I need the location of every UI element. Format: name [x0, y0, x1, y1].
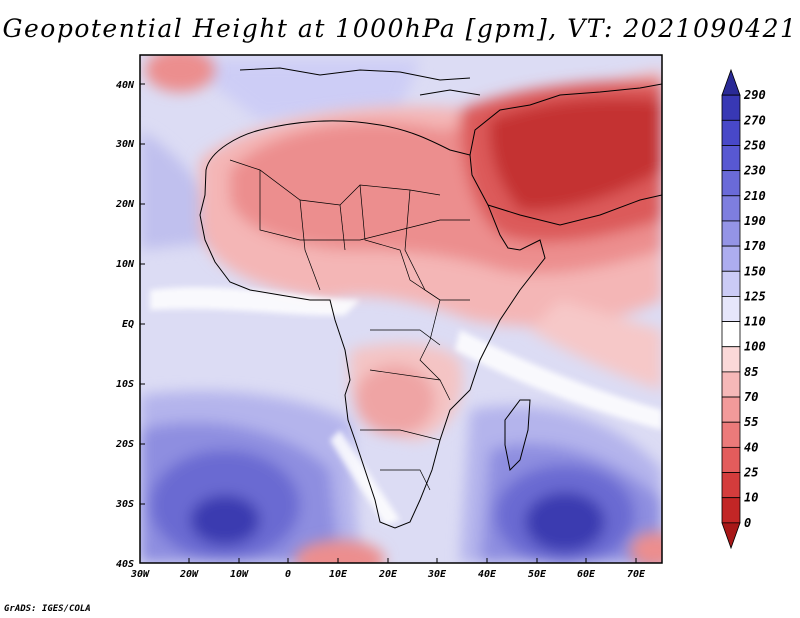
lon-axis: 30W 20W 10W 0 10E 20E 30E 40E 50E 60E 70…: [130, 558, 646, 580]
red-field: [145, 55, 662, 563]
lat-tick-40s: 40S: [116, 559, 134, 570]
colorbar-swatch: [721, 145, 741, 172]
lon-tick-40e: 40E: [478, 569, 497, 580]
colorbar-label: 150: [744, 264, 766, 278]
lon-tick-30w: 30W: [130, 569, 150, 580]
lon-tick-60e: 60E: [577, 569, 596, 580]
lat-axis: 40N 30N 20N 10N EQ 10S 20S 30S 40S: [115, 80, 145, 570]
lon-tick-50e: 50E: [528, 569, 547, 580]
colorbar-label: 40: [744, 440, 758, 454]
colorbar-label: 190: [744, 214, 766, 228]
lon-tick-10w: 10W: [230, 569, 249, 580]
colorbar-swatch: [721, 245, 741, 272]
lon-tick-70e: 70E: [627, 569, 646, 580]
colorbar-swatch: [721, 346, 741, 373]
colorbar-label: 85: [744, 365, 758, 379]
blue-field: [140, 60, 662, 563]
colorbar-swatch: [721, 371, 741, 398]
lat-tick-eq: EQ: [122, 319, 134, 330]
colorbar-label: 270: [743, 113, 766, 127]
colorbar-label: 110: [744, 315, 766, 329]
lat-tick-10n: 10N: [116, 259, 135, 270]
colorbar-swatch: [721, 270, 741, 297]
borders: [229, 159, 470, 491]
coastlines: [199, 67, 662, 529]
lat-tick-30s: 30S: [115, 499, 134, 510]
colorbar-swatch: [721, 522, 741, 550]
lon-tick-0: 0: [285, 569, 291, 580]
colorbar-swatch: [721, 119, 741, 146]
colorbar-label: 230: [743, 164, 766, 178]
colorbar-label: 250: [743, 138, 766, 152]
colorbar-swatch: [721, 421, 741, 448]
lat-tick-20n: 20N: [115, 199, 135, 210]
colorbar-label: 100: [744, 340, 766, 354]
colorbar-swatch: [721, 195, 741, 222]
credit-text: GrADS: IGES/COLA: [4, 604, 91, 614]
colorbar-swatch: [721, 296, 741, 322]
colorbar-label: 70: [744, 390, 758, 404]
colorbar-label: 55: [744, 415, 758, 429]
colorbar-swatch: [721, 220, 741, 247]
colorbar-swatch: [721, 68, 741, 96]
lat-tick-10s: 10S: [116, 379, 134, 390]
lon-tick-20e: 20E: [378, 569, 398, 580]
neutral-band: [150, 287, 662, 525]
map-title: Geopotential Height at 1000hPa [gpm], VT…: [2, 14, 798, 43]
lon-tick-20w: 20W: [179, 569, 199, 580]
lon-tick-10e: 10E: [329, 569, 348, 580]
colorbar-label: 210: [743, 189, 766, 203]
lon-tick-30e: 30E: [427, 569, 447, 580]
lat-tick-40n: 40N: [116, 80, 135, 91]
colorbar-swatch: [721, 170, 741, 197]
lat-tick-30n: 30N: [115, 139, 135, 150]
colorbar-swatch: [721, 94, 741, 121]
colorbar-swatch: [721, 497, 741, 524]
colorbar-swatch: [721, 321, 741, 348]
colorbar: 2902702502302101901701501251101008570554…: [721, 68, 766, 550]
colorbar-label: 0: [744, 516, 751, 530]
colorbar-swatch: [721, 446, 741, 473]
colorbar-swatch: [721, 396, 741, 423]
colorbar-label: 10: [744, 491, 758, 505]
colorbar-label: 290: [743, 88, 766, 102]
colorbar-label: 170: [744, 239, 766, 253]
lat-tick-20s: 20S: [115, 439, 134, 450]
colorbar-swatch: [721, 472, 741, 499]
map-panel: [140, 55, 662, 563]
colorbar-label: 125: [744, 289, 766, 303]
colorbar-label: 25: [743, 466, 758, 480]
map-frame: [139, 54, 663, 564]
